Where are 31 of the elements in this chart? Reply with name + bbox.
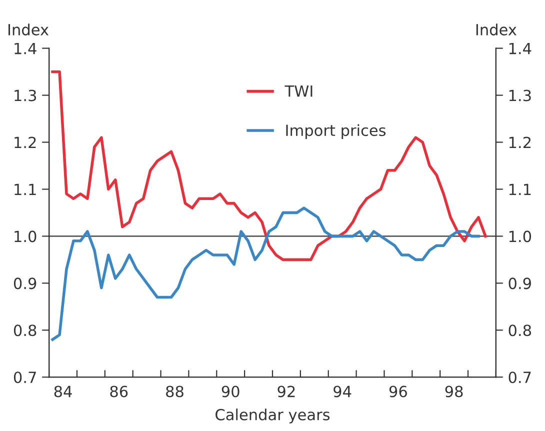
y-tick-label: 1.2 bbox=[14, 136, 36, 148]
y2-tick-label: 1.1 bbox=[509, 184, 531, 196]
legend-label: Import prices bbox=[286, 124, 386, 140]
y2-tick-label: 0.7 bbox=[508, 372, 531, 384]
y-tick-label: 1.3 bbox=[14, 90, 36, 102]
y-tick-label: 0.8 bbox=[14, 324, 36, 336]
x-tick-label: 84 bbox=[54, 386, 72, 398]
y2-tick-label: 0.9 bbox=[508, 278, 531, 290]
line-series bbox=[51, 70, 487, 262]
y-tick-label: 0.9 bbox=[14, 278, 36, 290]
x-tick-label: 92 bbox=[278, 386, 295, 398]
y2-tick-label: 0.8 bbox=[508, 324, 532, 336]
x-tick-label: 98 bbox=[445, 386, 463, 398]
y2-tick-label: 1.4 bbox=[509, 42, 532, 54]
legend-label: TWI bbox=[284, 86, 312, 97]
y2-tick-label: 1.0 bbox=[509, 230, 532, 242]
x-tick-label: 88 bbox=[166, 386, 184, 398]
x-tick-label: 94 bbox=[334, 386, 352, 398]
y2-tick-label: 1.2 bbox=[509, 136, 531, 148]
y-tick-label: 1.1 bbox=[14, 184, 36, 196]
x-tick-label: 90 bbox=[222, 386, 240, 398]
y-tick-label: 1.4 bbox=[14, 42, 36, 54]
y2-tick-label: 1.3 bbox=[509, 90, 531, 102]
x-tick-label: 96 bbox=[389, 386, 407, 398]
x-tick-label: 86 bbox=[110, 386, 128, 398]
line-series bbox=[51, 206, 480, 341]
y2-axis-title: Index bbox=[476, 24, 516, 36]
y-tick-label: 1.0 bbox=[14, 230, 36, 242]
x-axis-title: Calendar years bbox=[216, 408, 330, 424]
y-axis-title: Index bbox=[8, 24, 49, 36]
y-tick-label: 0.7 bbox=[14, 372, 36, 384]
